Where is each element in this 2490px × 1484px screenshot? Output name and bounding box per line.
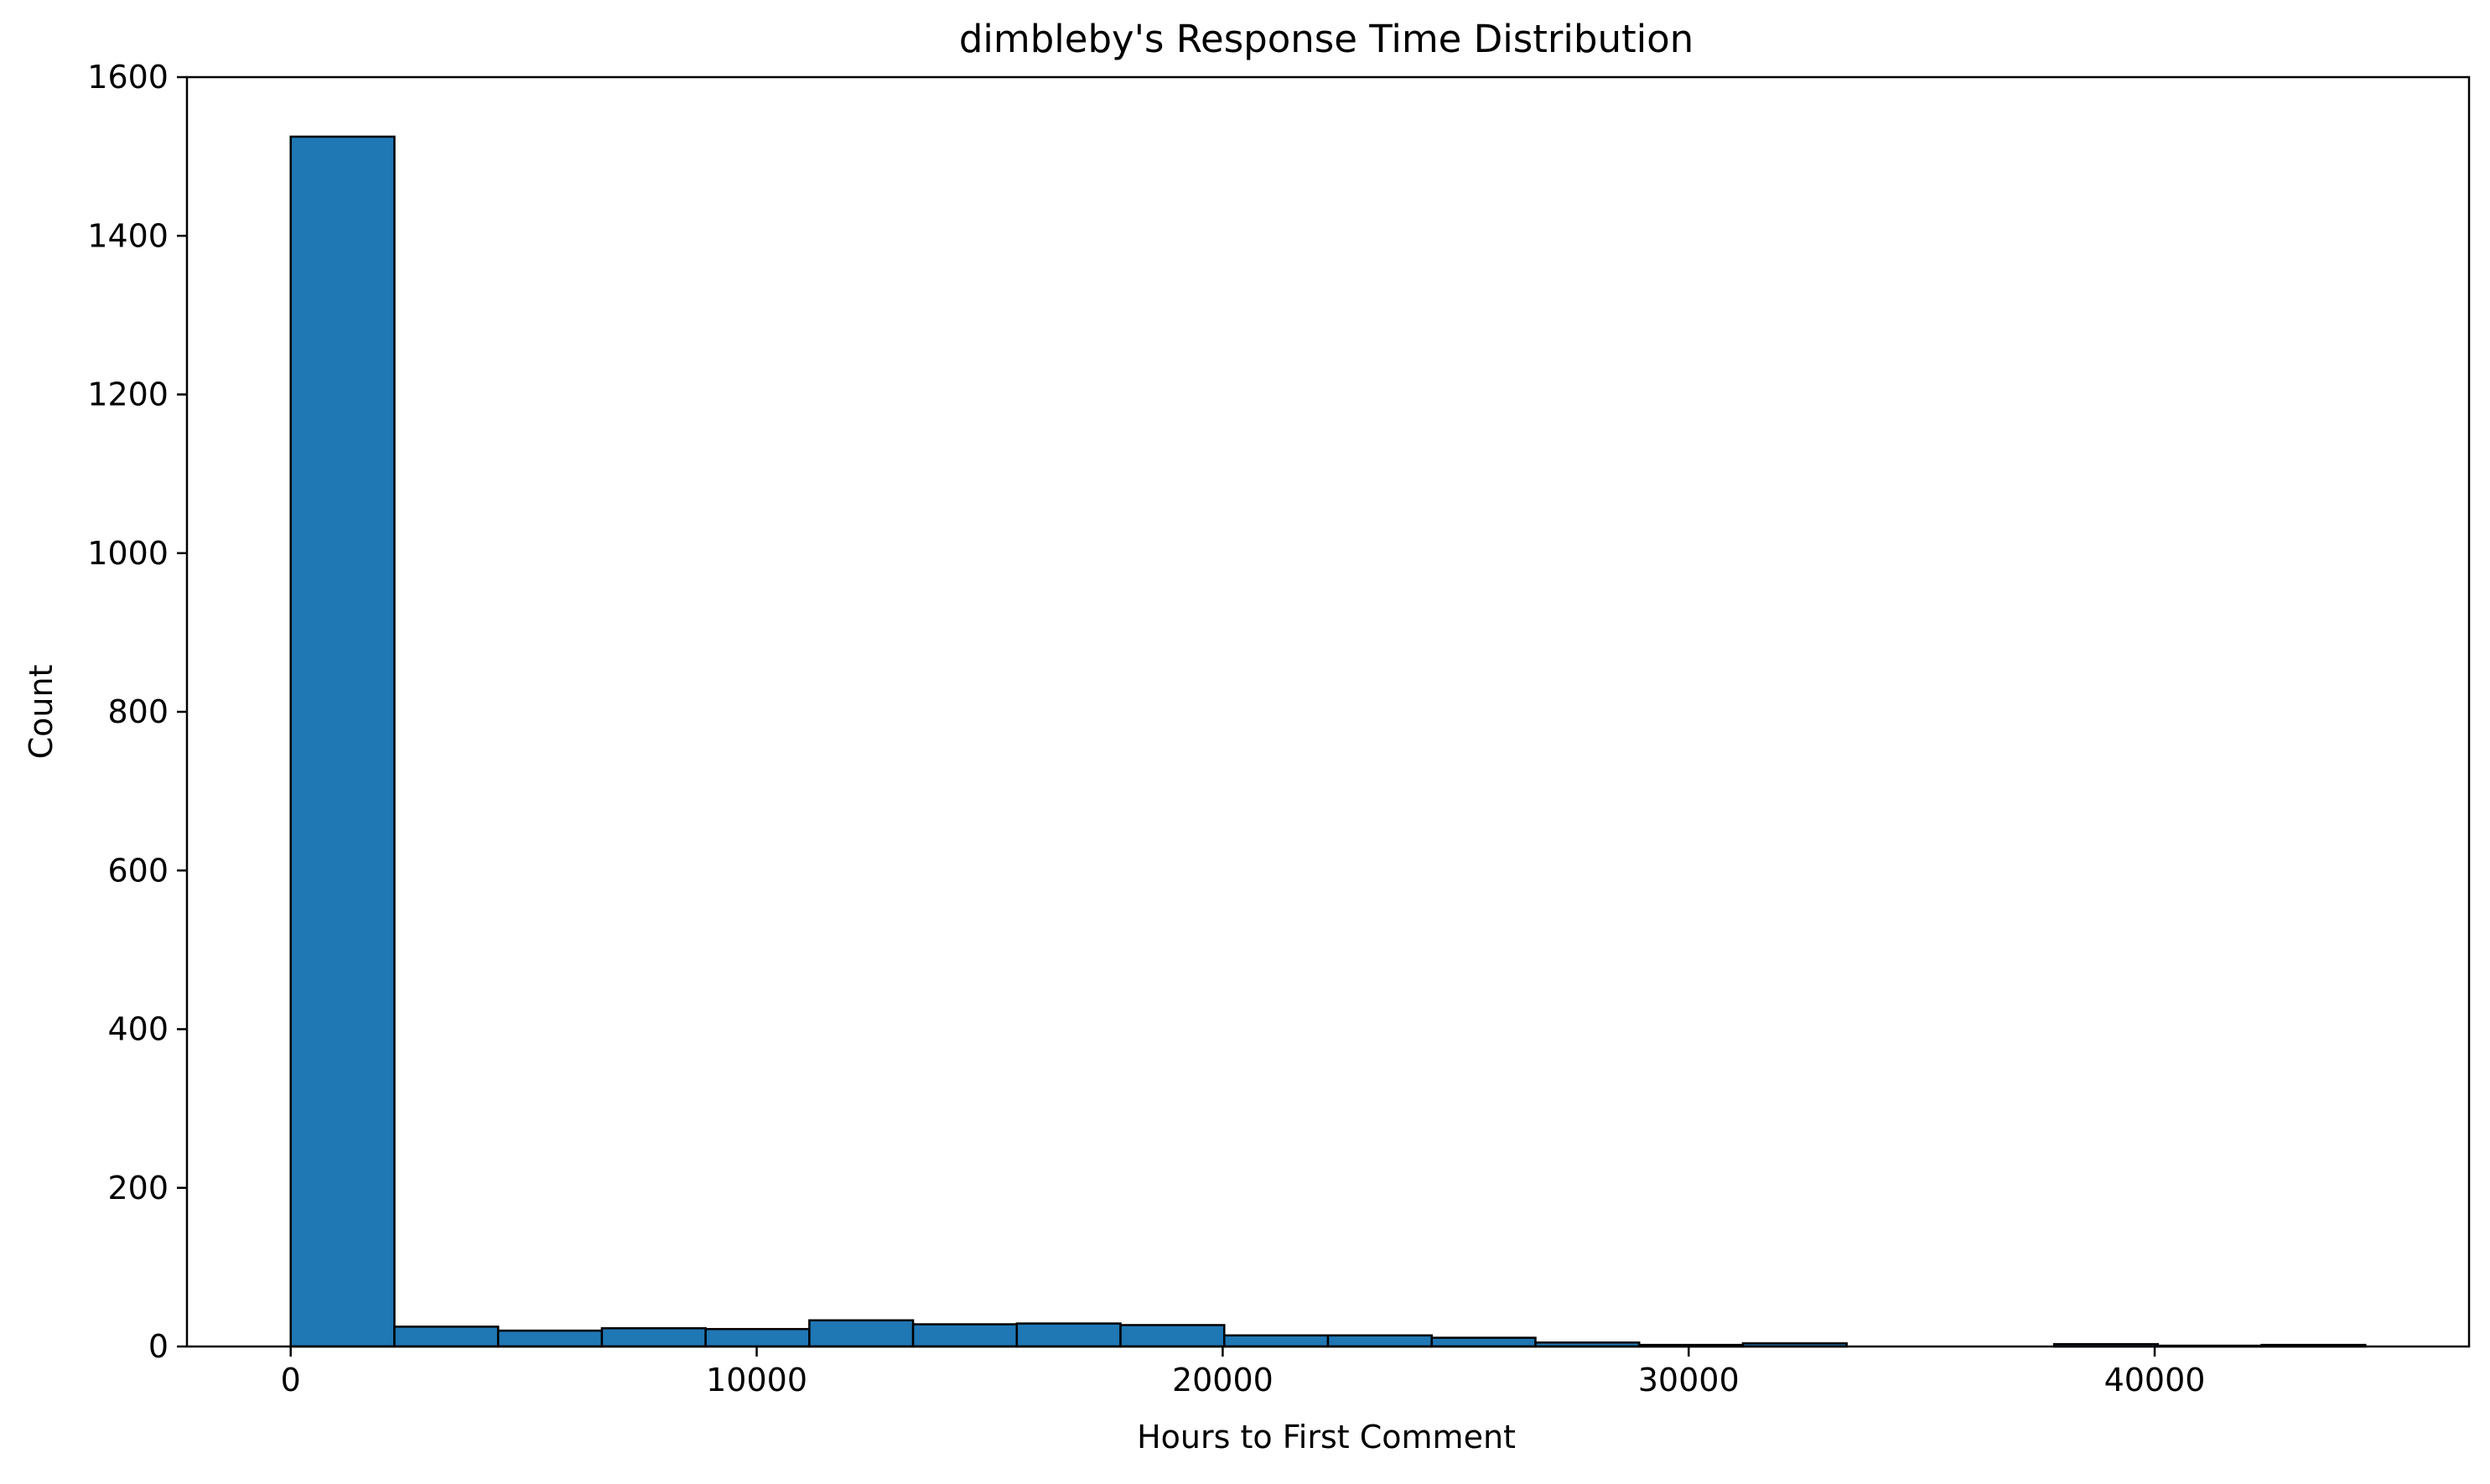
- bars-group: [289, 135, 2367, 1348]
- histogram-bar: [808, 1319, 915, 1348]
- y-tick-label: 1000: [87, 535, 169, 572]
- x-tick-label: 20000: [1172, 1362, 1274, 1398]
- histogram-bar: [1223, 1334, 1330, 1348]
- y-tick-label: 1200: [87, 376, 169, 413]
- x-axis-label: Hours to First Comment: [1137, 1419, 1516, 1455]
- chart-title: dimbleby's Response Time Distribution: [959, 17, 1694, 61]
- x-axis-ticks: 0 10000 20000 30000 40000: [281, 1346, 2206, 1398]
- x-tick-label: 10000: [706, 1362, 807, 1398]
- histogram-bar: [1015, 1322, 1122, 1348]
- histogram-bar: [1430, 1336, 1537, 1348]
- axes-frame: [185, 75, 2471, 1348]
- histogram-bar: [289, 135, 396, 1348]
- y-tick-label: 600: [107, 852, 169, 889]
- y-tick-label: 200: [107, 1170, 169, 1206]
- histogram-bar: [704, 1327, 811, 1348]
- y-tick-label: 1600: [87, 59, 169, 96]
- y-tick-label: 400: [107, 1011, 169, 1048]
- y-tick-label: 1400: [87, 217, 169, 254]
- histogram-bar: [496, 1329, 604, 1348]
- histogram-bar: [1119, 1324, 1226, 1348]
- y-axis-ticks: 0 200 400 600 800 1000 1200 1400 1600: [87, 59, 187, 1365]
- y-tick-label: 800: [107, 693, 169, 730]
- histogram-bar: [911, 1323, 1019, 1348]
- x-tick-label: 40000: [2104, 1362, 2206, 1398]
- histogram-bar: [1326, 1334, 1433, 1348]
- x-tick-label: 0: [281, 1362, 301, 1398]
- y-tick-label: 0: [148, 1328, 169, 1365]
- x-tick-label: 30000: [1638, 1362, 1740, 1398]
- histogram-bar: [393, 1326, 500, 1348]
- histogram-bar: [600, 1326, 707, 1348]
- y-axis-label: Count: [23, 665, 60, 760]
